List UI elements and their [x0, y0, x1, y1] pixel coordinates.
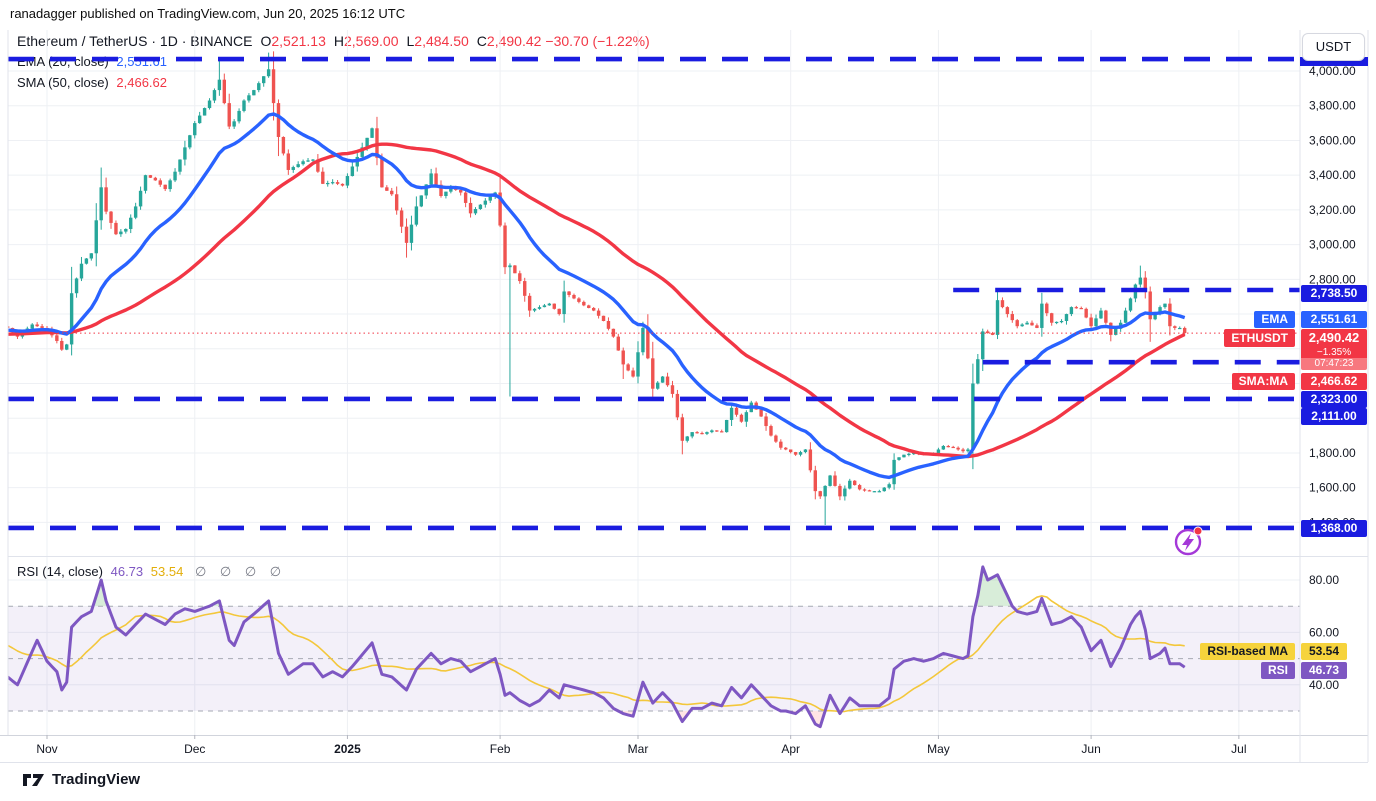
- ema-line: [8, 112, 1186, 480]
- support-mid-label: 2,323.00: [1301, 391, 1367, 408]
- ohlc-open-value: 2,521.13: [271, 33, 326, 49]
- rsi-tag: RSI: [1260, 662, 1295, 679]
- svg-text:May: May: [927, 742, 950, 756]
- ohlc-high-key: H: [333, 33, 344, 49]
- last-price-label-block: 2,490.42 −1.35% 07:47:23: [1301, 329, 1367, 370]
- tradingview-logo-icon: [23, 773, 44, 786]
- rsi-band: [8, 606, 1300, 711]
- svg-text:3,600.00: 3,600.00: [1309, 133, 1356, 147]
- symbol-legend: Ethereum / TetherUS · 1D · BINANCE O2,521…: [17, 33, 650, 49]
- sma-legend-value: 2,466.62: [116, 75, 167, 90]
- symbol-title: Ethereum / TetherUS · 1D · BINANCE: [17, 33, 253, 49]
- ohlc-low-value: 2,484.50: [414, 33, 469, 49]
- ohlc-high-value: 2,569.00: [344, 33, 399, 49]
- last-price-value: 2,490.42: [1301, 329, 1367, 347]
- rsi-legend: RSI (14, close) 46.73 53.54 ∅ ∅ ∅ ∅: [17, 564, 286, 580]
- pane-borders: [0, 30, 1369, 763]
- attribution-text: ranadagger published on TradingView.com,…: [10, 6, 406, 21]
- svg-text:60.00: 60.00: [1309, 625, 1339, 639]
- sma-legend-label: SMA (50, close): [17, 75, 109, 90]
- svg-text:80.00: 80.00: [1309, 573, 1339, 587]
- rsi-ma-legend-value: 53.54: [150, 564, 184, 579]
- svg-text:2,800.00: 2,800.00: [1309, 272, 1356, 286]
- sma-value-label: 2,466.62: [1301, 373, 1367, 390]
- rsi-axis-labels[interactable]: 80.00 60.00 40.00: [1309, 573, 1339, 692]
- sma-legend: SMA (50, close) 2,466.62: [17, 75, 167, 90]
- svg-text:2025: 2025: [334, 742, 361, 756]
- rsi-value-label: 46.73: [1301, 662, 1347, 679]
- svg-text:Jun: Jun: [1081, 742, 1100, 756]
- rsi-legend-label: RSI (14, close): [17, 564, 103, 579]
- time-axis-labels[interactable]: Nov Dec 2025 Feb Mar Apr May Jun Jul: [36, 735, 1247, 756]
- svg-text:Jul: Jul: [1231, 742, 1246, 756]
- ema-legend-label: EMA (20, close): [17, 54, 109, 69]
- svg-text:40.00: 40.00: [1309, 678, 1339, 692]
- support-low-label: 2,111.00: [1301, 408, 1367, 425]
- rsi-legend-params: ∅ ∅ ∅ ∅: [194, 564, 287, 579]
- svg-text:4,000.00: 4,000.00: [1309, 64, 1356, 78]
- sma-tag: SMA:MA: [1231, 373, 1295, 390]
- svg-text:Feb: Feb: [490, 742, 511, 756]
- svg-text:3,800.00: 3,800.00: [1309, 99, 1356, 113]
- svg-text:3,200.00: 3,200.00: [1309, 203, 1356, 217]
- rsi-ma-tag: RSI-based MA: [1200, 643, 1295, 660]
- rsi-ma-value-label: 53.54: [1301, 643, 1347, 660]
- svg-text:Dec: Dec: [184, 742, 205, 756]
- support-resistance-lines[interactable]: [8, 56, 1300, 531]
- svg-text:Nov: Nov: [36, 742, 57, 756]
- resistance-price-label: 2,738.50: [1301, 285, 1367, 302]
- svg-text:3,400.00: 3,400.00: [1309, 168, 1356, 182]
- svg-text:1,800.00: 1,800.00: [1309, 446, 1356, 460]
- ema-value-label: 2,551.61: [1301, 311, 1367, 328]
- sma-line: [8, 142, 1186, 459]
- tradingview-watermark: TradingView: [52, 771, 141, 788]
- hidden-level-label: [1300, 57, 1368, 66]
- svg-text:Mar: Mar: [628, 742, 649, 756]
- currency-toggle-button[interactable]: USDT: [1302, 33, 1365, 61]
- last-price-change-pct: −1.35%: [1301, 347, 1367, 358]
- boost-lightning-icon[interactable]: [1174, 526, 1203, 556]
- rsi-legend-value: 46.73: [110, 564, 144, 579]
- ohlc-open-key: O: [260, 33, 272, 49]
- support-bottom-label: 1,368.00: [1301, 520, 1367, 537]
- gridlines: [8, 30, 1300, 735]
- tradingview-footer[interactable]: TradingView: [22, 771, 140, 788]
- ema-tag: EMA: [1254, 311, 1295, 328]
- bar-close-countdown: 07:47:23: [1301, 358, 1367, 370]
- svg-text:3,000.00: 3,000.00: [1309, 238, 1356, 252]
- ohlc-close-key: C: [476, 33, 487, 49]
- svg-text:1,600.00: 1,600.00: [1309, 481, 1356, 495]
- ohlc-change: −30.70 (−1.22%): [545, 33, 650, 49]
- ohlc-low-key: L: [406, 33, 415, 49]
- symbol-tag: ETHUSDT: [1224, 329, 1295, 347]
- svg-text:Apr: Apr: [781, 742, 800, 756]
- rsi-line: [8, 565, 1186, 729]
